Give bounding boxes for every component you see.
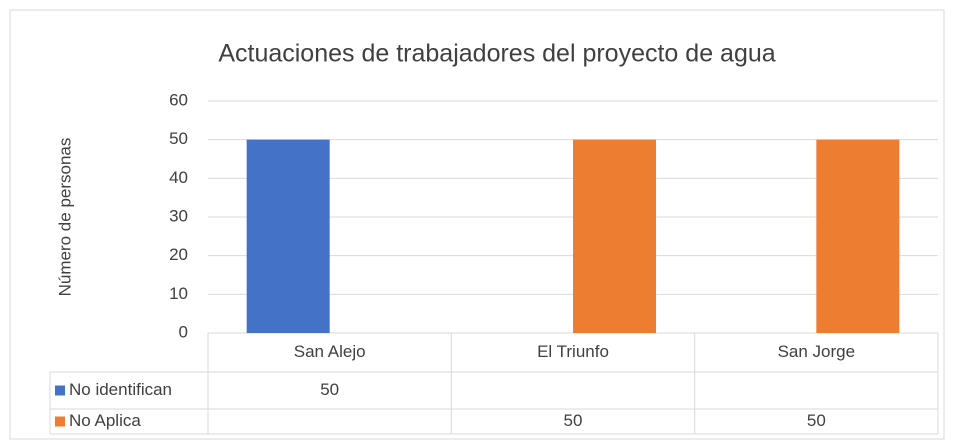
legend-label: No identifican (69, 380, 172, 399)
y-tick-label: 40 (169, 168, 188, 187)
table-value: 50 (320, 380, 339, 399)
x-tick-label: San Jorge (778, 342, 856, 361)
legend-swatch (55, 385, 65, 396)
y-tick-label: 60 (169, 90, 188, 109)
table-value: 50 (564, 411, 583, 430)
y-axis-label: Número de personas (55, 138, 74, 297)
chart-frame (9, 9, 945, 440)
x-tick-label: El Triunfo (537, 342, 609, 361)
y-tick-label: 0 (179, 322, 188, 341)
y-tick-label: 30 (169, 206, 188, 225)
bar (246, 139, 330, 333)
bar (573, 139, 656, 333)
legend-label: No Aplica (69, 411, 141, 430)
y-tick-label: 10 (169, 284, 188, 303)
table-value: 50 (807, 411, 826, 430)
legend-swatch (55, 416, 65, 427)
y-tick-label: 50 (169, 129, 188, 148)
bar (816, 139, 900, 333)
x-tick-label: San Alejo (294, 342, 366, 361)
y-tick-label: 20 (169, 245, 188, 264)
chart-title: Actuaciones de trabajadores del proyecto… (218, 40, 775, 68)
